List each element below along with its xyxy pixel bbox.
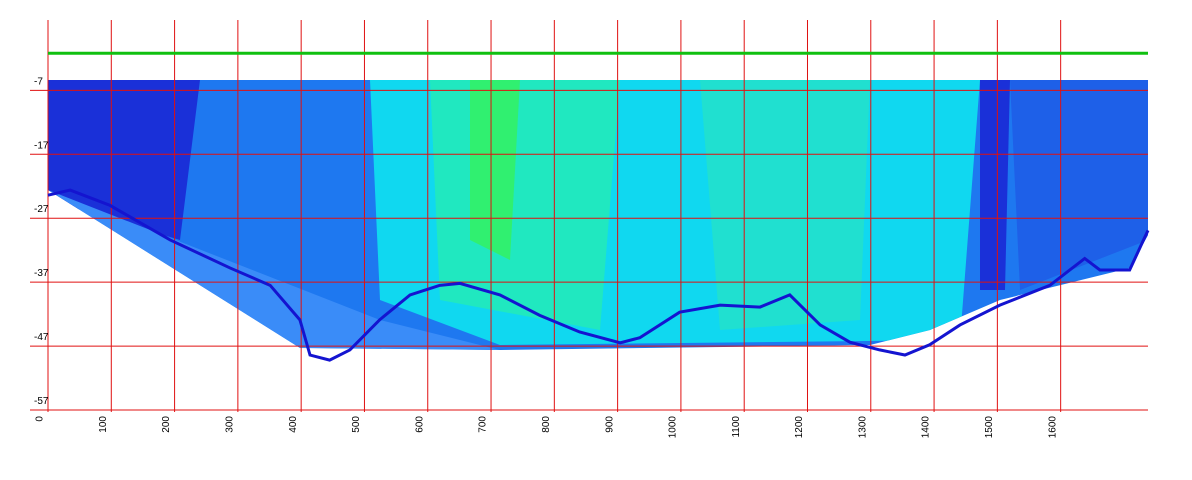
x-tick-label: 1600 <box>1047 416 1058 439</box>
labels: 0 100 200 300 400 500 600 700 800 900 1000 1100 1200… <box>34 76 1058 438</box>
x-tick-label: 600 <box>414 416 425 433</box>
section-fill <box>48 80 1148 350</box>
grid <box>30 20 1148 412</box>
x-tick-label: 200 <box>161 416 172 433</box>
y-tick-label: -7 <box>34 76 43 87</box>
x-tick-label: 0 <box>35 416 46 422</box>
x-tick-label: 100 <box>98 416 109 433</box>
lines <box>47 51 1150 362</box>
x-tick-label: 500 <box>351 416 362 433</box>
series-line <box>47 188 1150 362</box>
x-tick-label: 1100 <box>731 416 742 438</box>
x-tick-label: 900 <box>604 416 615 433</box>
x-tick-label: 800 <box>541 416 552 433</box>
x-tick-label: 1300 <box>857 416 868 439</box>
x-tick-label: 400 <box>288 416 299 433</box>
x-tick-label: 1000 <box>668 416 679 439</box>
y-tick-label: -27 <box>34 204 49 215</box>
x-tick-label: 1400 <box>921 416 932 439</box>
y-tick-label: -57 <box>34 396 49 407</box>
x-tick-label: 700 <box>478 416 489 433</box>
x-tick-label: 300 <box>225 416 236 433</box>
y-tick-label: -37 <box>34 268 49 279</box>
y-tick-label: -47 <box>34 332 49 343</box>
x-tick-label: 1500 <box>984 416 995 439</box>
x-tick-label: 1200 <box>794 416 805 439</box>
y-tick-label: -17 <box>34 140 49 151</box>
